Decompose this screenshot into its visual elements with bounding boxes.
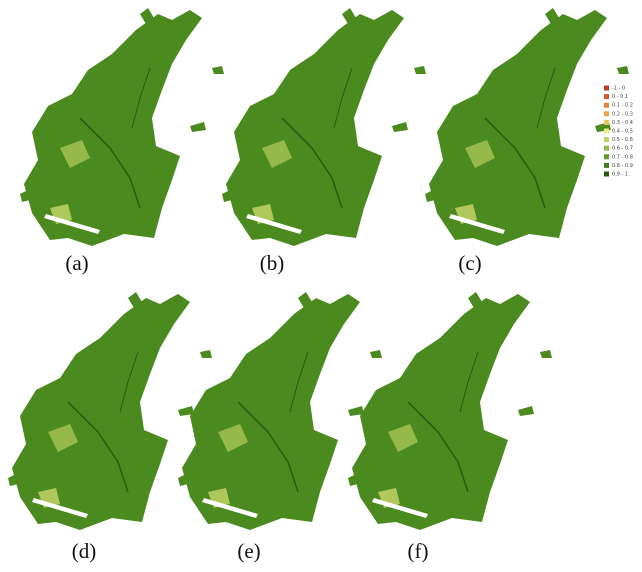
panel-label: (f) [408,539,429,563]
panel-label: (e) [237,539,260,563]
panel-label: (a) [65,251,88,275]
panel-label: (d) [72,539,97,563]
legend-swatch [604,154,609,159]
legend-label: 0.6 - 0.7 [612,146,633,152]
legend-swatch [604,172,609,177]
legend-swatch [604,137,609,142]
legend-label: 0.4 - 0.5 [612,129,633,135]
legend-label: 0.9 - 1 [612,172,628,178]
figure: (a) (b) (c) (d) (e) (f) -1 - 0 0 - 0.1 0.1… [0,0,642,572]
panel-label: (b) [260,251,285,275]
legend-swatch [604,163,609,168]
map-a [20,8,224,246]
panel-label: (c) [458,251,481,275]
map-d [8,292,212,530]
map-e [178,292,382,530]
legend-swatch [604,86,609,91]
legend-swatch [604,103,609,108]
legend-label: 0.3 - 0.4 [612,120,633,126]
legend-label: 0.5 - 0.6 [612,137,633,143]
legend-swatch [604,129,609,134]
map-b [222,8,426,246]
legend-swatch [604,146,609,151]
legend-label: 0.7 - 0.8 [612,154,633,160]
legend-label: 0.2 - 0.3 [612,111,633,117]
legend: -1 - 0 0 - 0.1 0.1 - 0.2 0.2 - 0.3 0.3 - 0.4… [604,86,633,178]
legend-label: 0.1 - 0.2 [612,103,633,109]
legend-label: 0.8 - 0.9 [612,163,633,169]
map-c [425,8,629,246]
legend-swatch [604,94,609,99]
legend-label: -1 - 0 [612,86,625,92]
legend-swatch [604,111,609,116]
legend-label: 0 - 0.1 [612,94,628,100]
map-f [348,292,552,530]
legend-swatch [604,120,609,125]
